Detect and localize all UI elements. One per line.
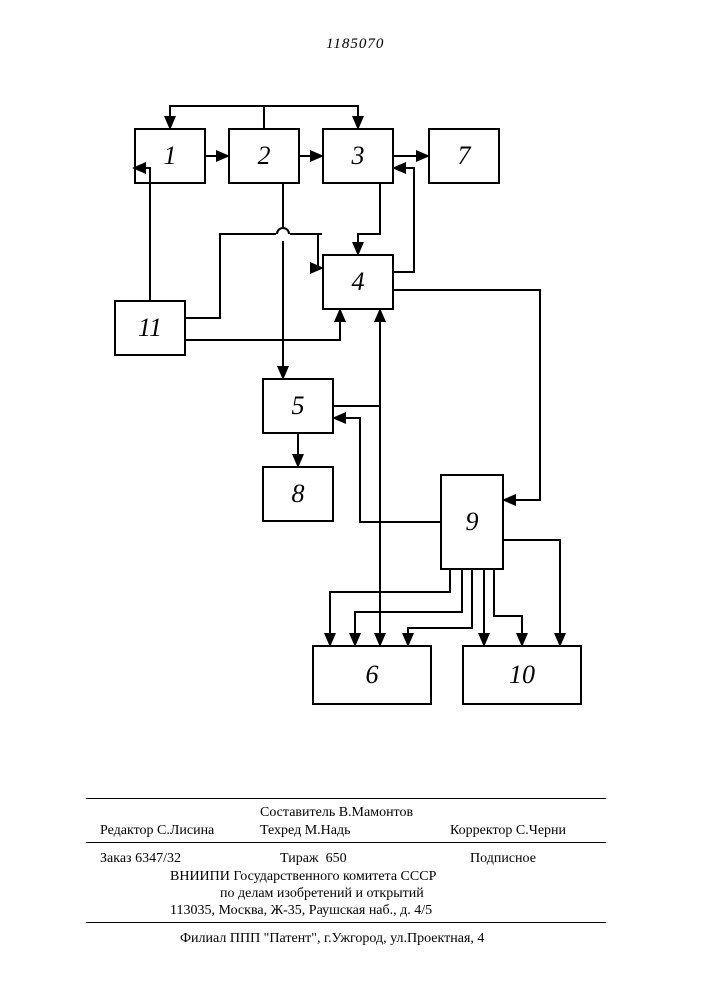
tech-editor-label: Техред	[260, 823, 301, 838]
editor-block: Редактор С.Лисина	[100, 822, 214, 841]
tirazh-block: Тираж 650	[280, 850, 347, 869]
rule-1	[86, 798, 606, 799]
order-label: Заказ	[100, 851, 132, 866]
corrector-block: Корректор С.Черни	[450, 822, 566, 841]
corrector-label: Корректор	[450, 823, 512, 838]
rule-2	[86, 842, 606, 843]
corrector-name: С.Черни	[516, 823, 566, 838]
editor-label: Редактор	[100, 823, 154, 838]
tech-editor-name: М.Надь	[305, 823, 351, 838]
order-no: 6347/32	[135, 851, 181, 866]
branch-line: Филиал ППП "Патент", г.Ужгород, ул.Проек…	[180, 930, 484, 949]
techred-block: Техред М.Надь	[260, 822, 350, 841]
rule-3	[86, 922, 606, 923]
order-block: Заказ 6347/32	[100, 850, 181, 869]
editor-name: С.Лисина	[157, 823, 214, 838]
subscription: Подписное	[470, 850, 536, 869]
print-run-label: Тираж	[280, 851, 319, 866]
address-line: 113035, Москва, Ж-35, Раушская наб., д. …	[170, 902, 432, 921]
compiler-line: Составитель В.Мамонтов	[260, 804, 413, 823]
print-run-no: 650	[326, 851, 347, 866]
edges-svg	[0, 0, 707, 760]
